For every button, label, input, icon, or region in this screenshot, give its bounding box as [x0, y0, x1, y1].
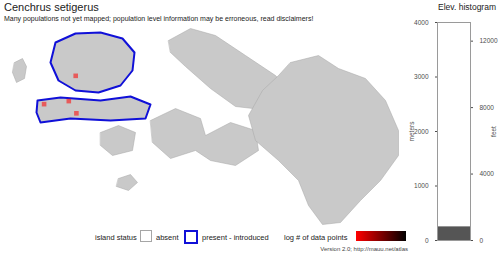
- svg-text:0: 0: [425, 237, 429, 244]
- html-text:Elev. histogram: Elev. histogram: [438, 2, 496, 12]
- svg-text:8000: 8000: [480, 104, 495, 111]
- svg-text:4000: 4000: [480, 170, 495, 177]
- html-text:absent: absent: [156, 233, 179, 242]
- svg-text:feet: feet: [490, 126, 497, 137]
- html-text:log # of data points: log # of data points: [284, 233, 348, 242]
- svg-text:meters: meters: [408, 121, 415, 142]
- svg-text:4000: 4000: [414, 19, 429, 26]
- html-text:Version 2.0; http://mauu.net/a: Version 2.0; http://mauu.net/atlas: [320, 246, 408, 252]
- svg-text:2000: 2000: [414, 128, 429, 135]
- html-text:island status: island status: [95, 233, 137, 242]
- html-text:Many populations not yet mappe: Many populations not yet mapped; populat…: [4, 15, 314, 22]
- svg-text:0: 0: [480, 237, 484, 244]
- html-text:present - introduced: present - introduced: [202, 233, 269, 242]
- svg-text:3000: 3000: [414, 73, 429, 80]
- html-text:Cenchrus setigerus: Cenchrus setigerus: [4, 1, 99, 13]
- svg-text:12000: 12000: [480, 37, 498, 44]
- svg-text:1000: 1000: [414, 182, 429, 189]
